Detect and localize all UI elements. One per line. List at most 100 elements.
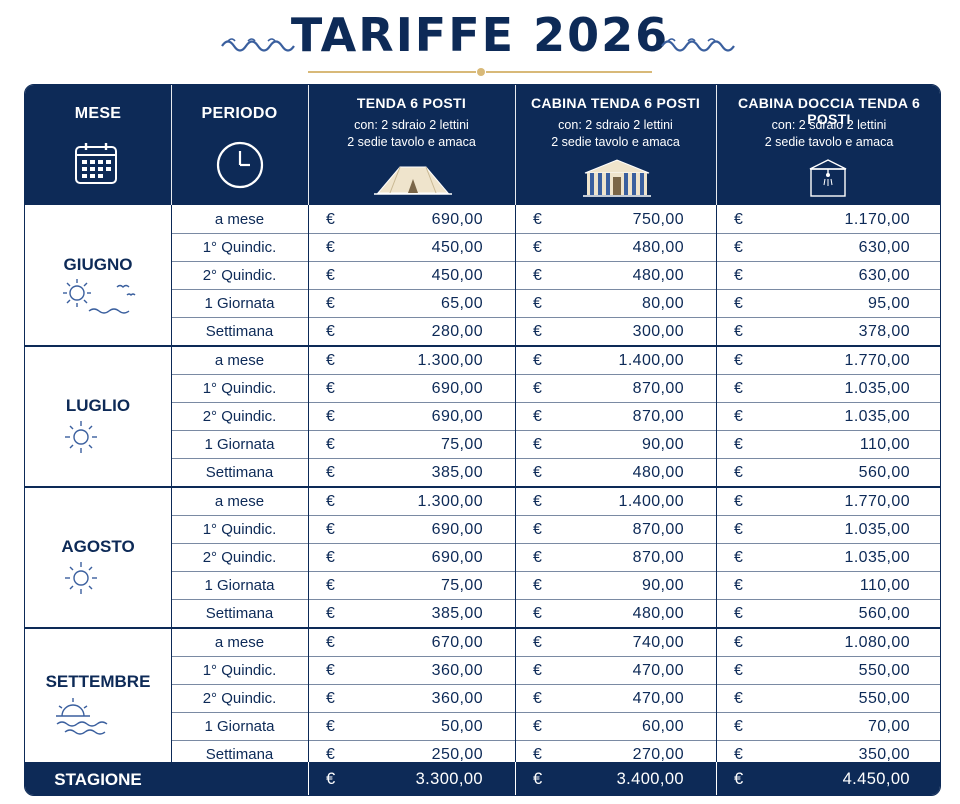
- currency-symbol: €: [326, 549, 335, 566]
- currency-symbol: €: [734, 690, 743, 707]
- period-label: 1° Quindic.: [202, 380, 277, 397]
- table-row: 2° Quindic. €360,00 €470,00 €550,00: [25, 685, 940, 713]
- price-value: 550,00: [858, 690, 910, 707]
- currency-symbol: €: [533, 718, 542, 735]
- price-cell: €870,00: [515, 516, 716, 544]
- season-price-cabina-tenda: € 3.400,00: [515, 762, 716, 795]
- currency-symbol: €: [734, 464, 743, 481]
- price-value: 1.035,00: [844, 380, 910, 397]
- currency-symbol: €: [533, 634, 542, 651]
- header-col-sub2: 2 sedie tavolo e amaca: [551, 135, 680, 149]
- column-line: [308, 762, 309, 795]
- price-cell: €1.080,00: [716, 629, 940, 657]
- price-cell: €270,00: [515, 741, 716, 769]
- month-name: AGOSTO: [61, 537, 135, 556]
- period-label: 1° Quindic.: [202, 662, 277, 679]
- currency-symbol: €: [533, 577, 542, 594]
- price-value: 1.770,00: [844, 493, 910, 510]
- price-value: 50,00: [440, 718, 483, 735]
- month-cell: SETTEMBRE: [25, 628, 171, 769]
- currency-symbol: €: [533, 605, 542, 622]
- period-label: 1 Giornata: [204, 718, 275, 735]
- price-cell: €870,00: [515, 544, 716, 572]
- price-value: 690,00: [431, 408, 483, 425]
- tent-icon: [374, 166, 452, 195]
- month-name: SETTEMBRE: [45, 672, 151, 691]
- currency-symbol: €: [533, 267, 542, 284]
- price-value: 470,00: [632, 662, 684, 679]
- currency-symbol: €: [326, 295, 335, 312]
- currency-symbol: €: [734, 239, 743, 256]
- price-value: 1.170,00: [844, 211, 910, 228]
- row-divider: [171, 374, 940, 375]
- currency-symbol: €: [326, 352, 335, 369]
- price-value: 690,00: [431, 549, 483, 566]
- month-cell: LUGLIO: [25, 346, 171, 487]
- currency-symbol: €: [533, 746, 542, 763]
- row-divider: [171, 712, 940, 713]
- price-table: MESE PERIODO: [24, 84, 941, 796]
- row-divider: [171, 571, 940, 572]
- price-value: 90,00: [641, 577, 684, 594]
- price-cell: €80,00: [515, 290, 716, 318]
- price-value: 3.400,00: [616, 770, 684, 788]
- price-value: 870,00: [632, 521, 684, 538]
- price-value: 630,00: [858, 267, 910, 284]
- price-value: 1.400,00: [618, 352, 684, 369]
- table-header: MESE PERIODO: [25, 85, 940, 205]
- price-value: 480,00: [632, 267, 684, 284]
- price-cell: €110,00: [716, 431, 940, 459]
- price-value: 450,00: [431, 267, 483, 284]
- price-value: 1.035,00: [844, 408, 910, 425]
- price-value: 360,00: [431, 662, 483, 679]
- table-row: Settimana €250,00 €270,00 €350,00: [25, 741, 940, 769]
- currency-symbol: €: [734, 380, 743, 397]
- price-cell: €65,00: [308, 290, 515, 318]
- price-value: 75,00: [440, 436, 483, 453]
- month-name: LUGLIO: [65, 396, 131, 415]
- sunset-waves-icon: [53, 694, 123, 743]
- price-value: 270,00: [632, 746, 684, 763]
- price-value: 300,00: [632, 323, 684, 340]
- price-cell: €560,00: [716, 600, 940, 628]
- header-separator: [515, 85, 516, 205]
- header-col-sub1: con: 2 sdraio 2 lettini: [771, 118, 887, 132]
- price-value: 250,00: [431, 746, 483, 763]
- period-label: 2° Quindic.: [202, 549, 277, 566]
- currency-symbol: €: [326, 464, 335, 481]
- header-col-name: TENDA 6 POSTI: [356, 95, 467, 111]
- currency-symbol: €: [533, 690, 542, 707]
- currency-symbol: €: [533, 436, 542, 453]
- price-cell: €95,00: [716, 290, 940, 318]
- currency-symbol: €: [734, 436, 743, 453]
- price-value: 110,00: [859, 577, 910, 594]
- price-value: 110,00: [859, 436, 910, 453]
- currency-symbol: €: [533, 352, 542, 369]
- currency-symbol: €: [533, 295, 542, 312]
- page-title: TARIFFE 2026: [290, 8, 670, 62]
- currency-symbol: €: [533, 323, 542, 340]
- period-label: 1 Giornata: [204, 295, 275, 312]
- month-divider: [25, 627, 940, 629]
- currency-symbol: €: [326, 605, 335, 622]
- period-label: a mese: [214, 493, 265, 510]
- price-value: 1.080,00: [844, 634, 910, 651]
- price-cell: €550,00: [716, 657, 940, 685]
- row-divider: [171, 656, 940, 657]
- price-cell: €1.035,00: [716, 516, 940, 544]
- table-row: 1 Giornata €65,00 €80,00 €95,00: [25, 290, 940, 318]
- price-value: 1.400,00: [618, 493, 684, 510]
- currency-symbol: €: [734, 634, 743, 651]
- table-row: 2° Quindic. €690,00 €870,00 €1.035,00: [25, 544, 940, 572]
- price-value: 550,00: [858, 662, 910, 679]
- price-value: 70,00: [867, 718, 910, 735]
- month-divider: [25, 486, 940, 488]
- currency-symbol: €: [734, 577, 743, 594]
- price-cell: €450,00: [308, 234, 515, 262]
- period-label: Settimana: [205, 746, 274, 763]
- table-row: Settimana €280,00 €300,00 €378,00: [25, 318, 940, 346]
- wave-left-icon: [221, 38, 295, 52]
- period-label: 1 Giornata: [204, 577, 275, 594]
- currency-symbol: €: [326, 718, 335, 735]
- header-periodo: PERIODO: [171, 85, 308, 205]
